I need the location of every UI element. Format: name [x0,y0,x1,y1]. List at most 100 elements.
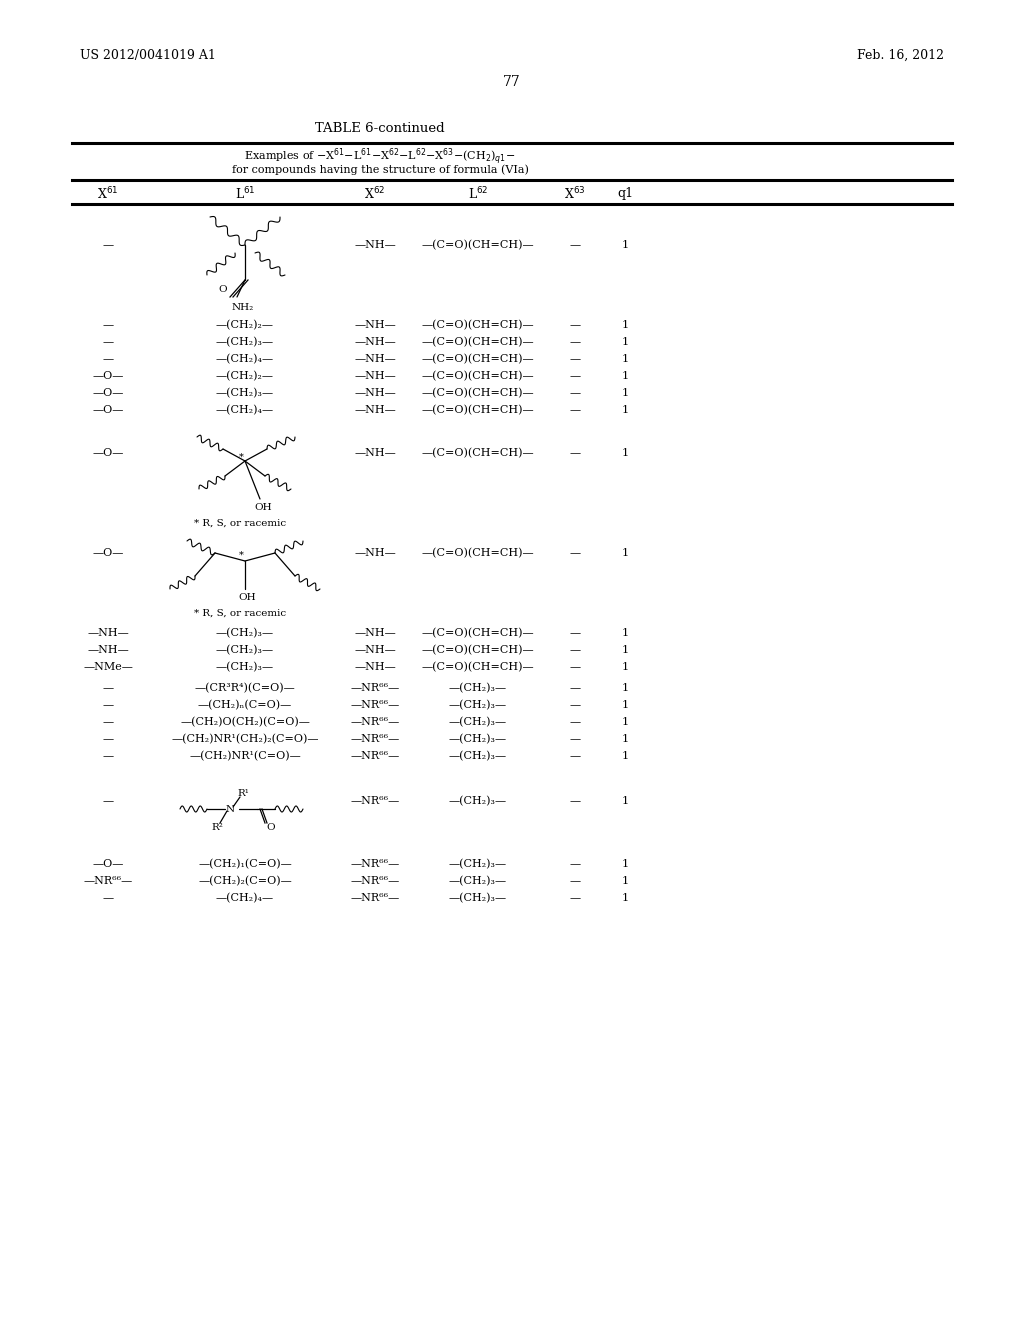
Text: —NH—: —NH— [87,645,129,655]
Text: 1: 1 [622,548,629,558]
Text: for compounds having the structure of formula (VIa): for compounds having the structure of fo… [231,165,528,176]
Text: —(CH₂)₃—: —(CH₂)₃— [216,628,274,638]
Text: 1: 1 [622,388,629,399]
Text: —NH—: —NH— [354,337,396,347]
Text: * R, S, or racemic: * R, S, or racemic [194,519,286,528]
Text: 1: 1 [622,682,629,693]
Text: —(C=O)(CH=CH)—: —(C=O)(CH=CH)— [422,628,535,638]
Text: q1: q1 [616,187,633,201]
Text: —NR⁶⁶—: —NR⁶⁶— [350,682,399,693]
Text: —(CH₂)₂—: —(CH₂)₂— [216,371,274,381]
Text: —NH—: —NH— [354,388,396,399]
Text: 1: 1 [622,319,629,330]
Text: —(C=O)(CH=CH)—: —(C=O)(CH=CH)— [422,337,535,347]
Text: 1: 1 [622,859,629,869]
Text: L$^{61}$: L$^{61}$ [234,186,255,202]
Text: *: * [239,453,244,462]
Text: —: — [569,447,581,458]
Text: —(CH₂)₃—: —(CH₂)₃— [449,796,507,807]
Text: —NH—: —NH— [354,645,396,655]
Text: O: O [266,822,275,832]
Text: 1: 1 [622,645,629,655]
Text: R¹: R¹ [238,788,249,797]
Text: —: — [569,319,581,330]
Text: —(CH₂)₃—: —(CH₂)₃— [216,645,274,655]
Text: —: — [102,717,114,727]
Text: —: — [569,405,581,414]
Text: —O—: —O— [92,447,124,458]
Text: —NMe—: —NMe— [83,663,133,672]
Text: —: — [569,548,581,558]
Text: —: — [569,859,581,869]
Text: —(CH₂)₃—: —(CH₂)₃— [216,661,274,672]
Text: OH: OH [239,593,256,602]
Text: —NH—: —NH— [354,628,396,638]
Text: 1: 1 [622,337,629,347]
Text: —(CH₂)NR¹(C=O)—: —(CH₂)NR¹(C=O)— [189,751,301,762]
Text: —: — [569,734,581,744]
Text: Examples of $-$X$^{61}$$-$L$^{61}$$-$X$^{62}$$-$L$^{62}$$-$X$^{63}$$-$(CH$_2$)$_: Examples of $-$X$^{61}$$-$L$^{61}$$-$X$^… [245,147,515,168]
Text: NH₂: NH₂ [231,304,254,313]
Text: —NR⁶⁶—: —NR⁶⁶— [83,876,133,886]
Text: —O—: —O— [92,405,124,414]
Text: X$^{61}$: X$^{61}$ [97,186,119,202]
Text: —: — [102,682,114,693]
Text: —NH—: —NH— [354,371,396,381]
Text: —: — [569,717,581,727]
Text: —: — [102,894,114,903]
Text: —(CH₂)ₙ(C=O)—: —(CH₂)ₙ(C=O)— [198,700,292,710]
Text: —(CH₂)₃—: —(CH₂)₃— [449,751,507,762]
Text: —: — [102,354,114,364]
Text: X$^{63}$: X$^{63}$ [564,186,586,202]
Text: —: — [569,894,581,903]
Text: *: * [239,550,244,560]
Text: 1: 1 [622,447,629,458]
Text: —(C=O)(CH=CH)—: —(C=O)(CH=CH)— [422,447,535,458]
Text: 1: 1 [622,354,629,364]
Text: —(CH₂)₃—: —(CH₂)₃— [216,337,274,347]
Text: R²: R² [211,822,223,832]
Text: —NR⁶⁶—: —NR⁶⁶— [350,876,399,886]
Text: —: — [569,751,581,762]
Text: 1: 1 [622,796,629,807]
Text: * R, S, or racemic: * R, S, or racemic [194,609,286,618]
Text: —: — [569,876,581,886]
Text: —(C=O)(CH=CH)—: —(C=O)(CH=CH)— [422,645,535,655]
Text: 1: 1 [622,371,629,381]
Text: 1: 1 [622,894,629,903]
Text: —: — [569,337,581,347]
Text: —NH—: —NH— [354,447,396,458]
Text: —(C=O)(CH=CH)—: —(C=O)(CH=CH)— [422,548,535,558]
Text: L$^{62}$: L$^{62}$ [468,186,488,202]
Text: —O—: —O— [92,548,124,558]
Text: —: — [569,700,581,710]
Text: 1: 1 [622,663,629,672]
Text: Feb. 16, 2012: Feb. 16, 2012 [857,49,944,62]
Text: N: N [225,804,234,813]
Text: X$^{62}$: X$^{62}$ [365,186,386,202]
Text: —: — [569,240,581,249]
Text: —(C=O)(CH=CH)—: —(C=O)(CH=CH)— [422,354,535,364]
Text: —NH—: —NH— [354,354,396,364]
Text: —(CH₂)₃—: —(CH₂)₃— [449,700,507,710]
Text: —: — [569,628,581,638]
Text: 1: 1 [622,751,629,762]
Text: OH: OH [254,503,271,511]
Text: —(CH₂)₄—: —(CH₂)₄— [216,892,274,903]
Text: —(CR³R⁴)(C=O)—: —(CR³R⁴)(C=O)— [195,682,295,693]
Text: 77: 77 [503,75,521,88]
Text: —(CH₂)₃—: —(CH₂)₃— [449,892,507,903]
Text: O: O [219,285,227,294]
Text: —: — [102,240,114,249]
Text: —: — [102,751,114,762]
Text: —(C=O)(CH=CH)—: —(C=O)(CH=CH)— [422,371,535,381]
Text: —(CH₂)₂—: —(CH₂)₂— [216,319,274,330]
Text: —(CH₂)₂(C=O)—: —(CH₂)₂(C=O)— [198,876,292,886]
Text: —NR⁶⁶—: —NR⁶⁶— [350,734,399,744]
Text: —(CH₂)₃—: —(CH₂)₃— [449,682,507,693]
Text: —: — [569,796,581,807]
Text: —(CH₂)₃—: —(CH₂)₃— [449,734,507,744]
Text: —: — [102,700,114,710]
Text: —(C=O)(CH=CH)—: —(C=O)(CH=CH)— [422,388,535,399]
Text: —(C=O)(CH=CH)—: —(C=O)(CH=CH)— [422,319,535,330]
